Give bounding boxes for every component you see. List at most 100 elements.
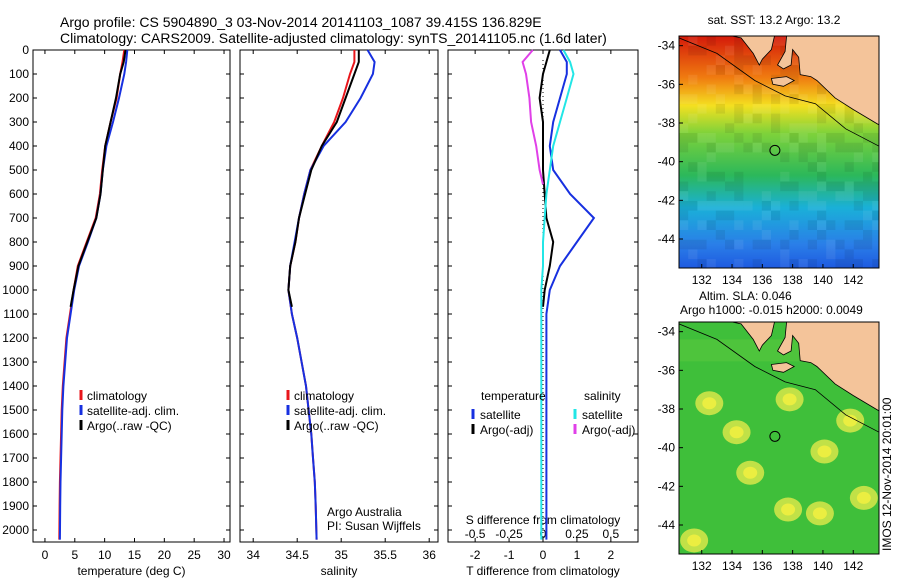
plot-frame-salinity	[239, 49, 439, 543]
sst-pixel	[771, 84, 781, 95]
y-tick-label: 600	[9, 187, 29, 201]
sst-pixel	[688, 249, 698, 260]
chart-title-line-1: Argo profile: CS 5904890_3 03-Nov-2014 2…	[60, 14, 542, 30]
sla-anomaly-core	[812, 507, 827, 520]
sst-pixel	[789, 133, 799, 143]
top-tick-label: 0.5	[603, 527, 620, 541]
sst-pixel	[715, 200, 725, 211]
x-tick-label: -1	[504, 548, 515, 562]
y-tick-label: 1400	[2, 379, 29, 393]
x-tick-label: 138	[783, 273, 803, 287]
sst-pixel	[688, 200, 698, 211]
sst-pixel	[743, 55, 753, 66]
sst-pixel	[743, 113, 753, 124]
sst-pixel	[817, 210, 827, 221]
y-tick-label: 1600	[2, 427, 29, 441]
sst-pixel	[807, 239, 817, 250]
sst-pixel	[789, 181, 799, 192]
series-line-salinity-argo-adj-	[521, 49, 544, 185]
sst-pixel	[679, 200, 689, 211]
sst-pixel	[734, 36, 744, 46]
sst-pixel	[734, 103, 744, 114]
sst-pixel	[807, 103, 817, 114]
sst-pixel	[817, 94, 827, 104]
sst-pixel	[872, 220, 879, 230]
x-tick-label: 25	[188, 548, 202, 562]
sst-pixel	[789, 123, 799, 133]
y-tick-label: 1200	[2, 331, 29, 345]
sst-pixel	[715, 142, 725, 153]
sst-pixel	[771, 123, 781, 133]
x-tick-label: 142	[843, 559, 863, 573]
y-tick-label: -34	[658, 39, 676, 53]
sst-pixel	[761, 191, 771, 201]
sst-pixel	[780, 181, 790, 192]
sst-pixel	[771, 200, 781, 211]
sst-pixel	[863, 191, 873, 201]
y-tick-label: -36	[658, 363, 676, 377]
sst-pixel	[725, 239, 735, 250]
sst-pixel	[817, 200, 827, 211]
sst-pixel	[734, 259, 744, 268]
legend-label: Argo(..raw -QC)	[87, 419, 172, 433]
sst-pixel	[817, 181, 827, 192]
sst-pixel	[715, 55, 725, 66]
sst-pixel	[734, 191, 744, 201]
sst-pixel	[761, 200, 771, 211]
sst-pixel	[697, 220, 707, 230]
sst-pixel	[715, 65, 725, 75]
sst-pixel	[844, 249, 854, 260]
y-tick-label: 100	[9, 67, 29, 81]
sst-pixel	[807, 220, 817, 230]
sst-pixel	[844, 181, 854, 192]
sla-anomaly-core	[843, 414, 858, 427]
x-tick-label: 134	[722, 559, 742, 573]
legend-label: Argo(-adj)	[480, 423, 533, 437]
sst-pixel	[844, 142, 854, 153]
y-tick-label: -44	[658, 232, 676, 246]
y-tick-label: 1000	[2, 283, 29, 297]
x-tick-label: 5	[71, 548, 78, 562]
sst-pixel	[761, 239, 771, 250]
sst-pixel	[752, 259, 762, 268]
x-axis-label: T difference from climatology	[466, 564, 620, 578]
shelf-contour	[679, 37, 879, 147]
sst-pixel	[725, 65, 735, 75]
x-tick-label: 10	[98, 548, 112, 562]
x-tick-label: 1	[574, 548, 581, 562]
sst-pixel	[679, 133, 689, 143]
sst-pixel	[752, 84, 762, 95]
sla-anomaly-core	[743, 466, 758, 479]
sst-pixel	[734, 84, 744, 95]
y-tick-label: 1500	[2, 403, 29, 417]
y-tick-label: 0	[22, 43, 29, 57]
sst-pixel	[844, 220, 854, 230]
sst-pixel	[715, 171, 725, 182]
credit-annotation: Argo Australia	[327, 505, 402, 519]
sst-pixel	[798, 191, 808, 201]
legend-label: satellite-adj. clim.	[294, 404, 386, 418]
x-tick-label: 140	[813, 273, 833, 287]
sst-pixel	[752, 133, 762, 143]
sst-pixel	[835, 133, 845, 143]
x-tick-label: 35.5	[374, 548, 398, 562]
sst-pixel	[780, 171, 790, 182]
sst-pixel	[780, 259, 790, 268]
sst-pixel	[688, 113, 698, 124]
sst-pixel	[725, 181, 735, 192]
sst-pixel	[752, 94, 762, 104]
y-tick-label: 1900	[2, 499, 29, 513]
map-sla_map: 132 134 136 138 140 142 -34 -36 -38 -40 -42 -44 Alti…	[658, 289, 894, 573]
map-field	[679, 322, 879, 554]
y-tick-label: 1800	[2, 475, 29, 489]
sst-pixel	[734, 65, 744, 75]
sst-pixel	[715, 103, 725, 114]
sst-pixel	[771, 210, 781, 221]
sst-pixel	[798, 142, 808, 153]
sst-pixel	[789, 74, 799, 85]
sst-pixel	[798, 152, 808, 163]
sst-pixel	[706, 36, 716, 46]
sst-pixel	[780, 239, 790, 250]
x-tick-label: 136	[752, 273, 772, 287]
